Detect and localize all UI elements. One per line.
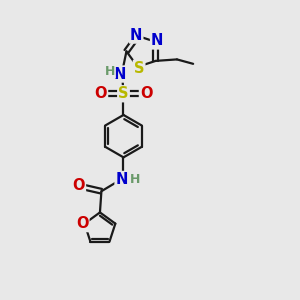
Text: N: N — [130, 28, 142, 43]
Text: N: N — [113, 67, 126, 82]
Text: O: O — [140, 86, 152, 101]
Text: S: S — [134, 61, 144, 76]
Text: N: N — [116, 172, 128, 187]
Text: H: H — [104, 64, 115, 78]
Text: H: H — [130, 173, 140, 186]
Text: O: O — [76, 216, 88, 231]
Text: O: O — [73, 178, 85, 193]
Text: O: O — [94, 86, 107, 101]
Text: N: N — [151, 34, 164, 49]
Text: S: S — [118, 86, 129, 101]
